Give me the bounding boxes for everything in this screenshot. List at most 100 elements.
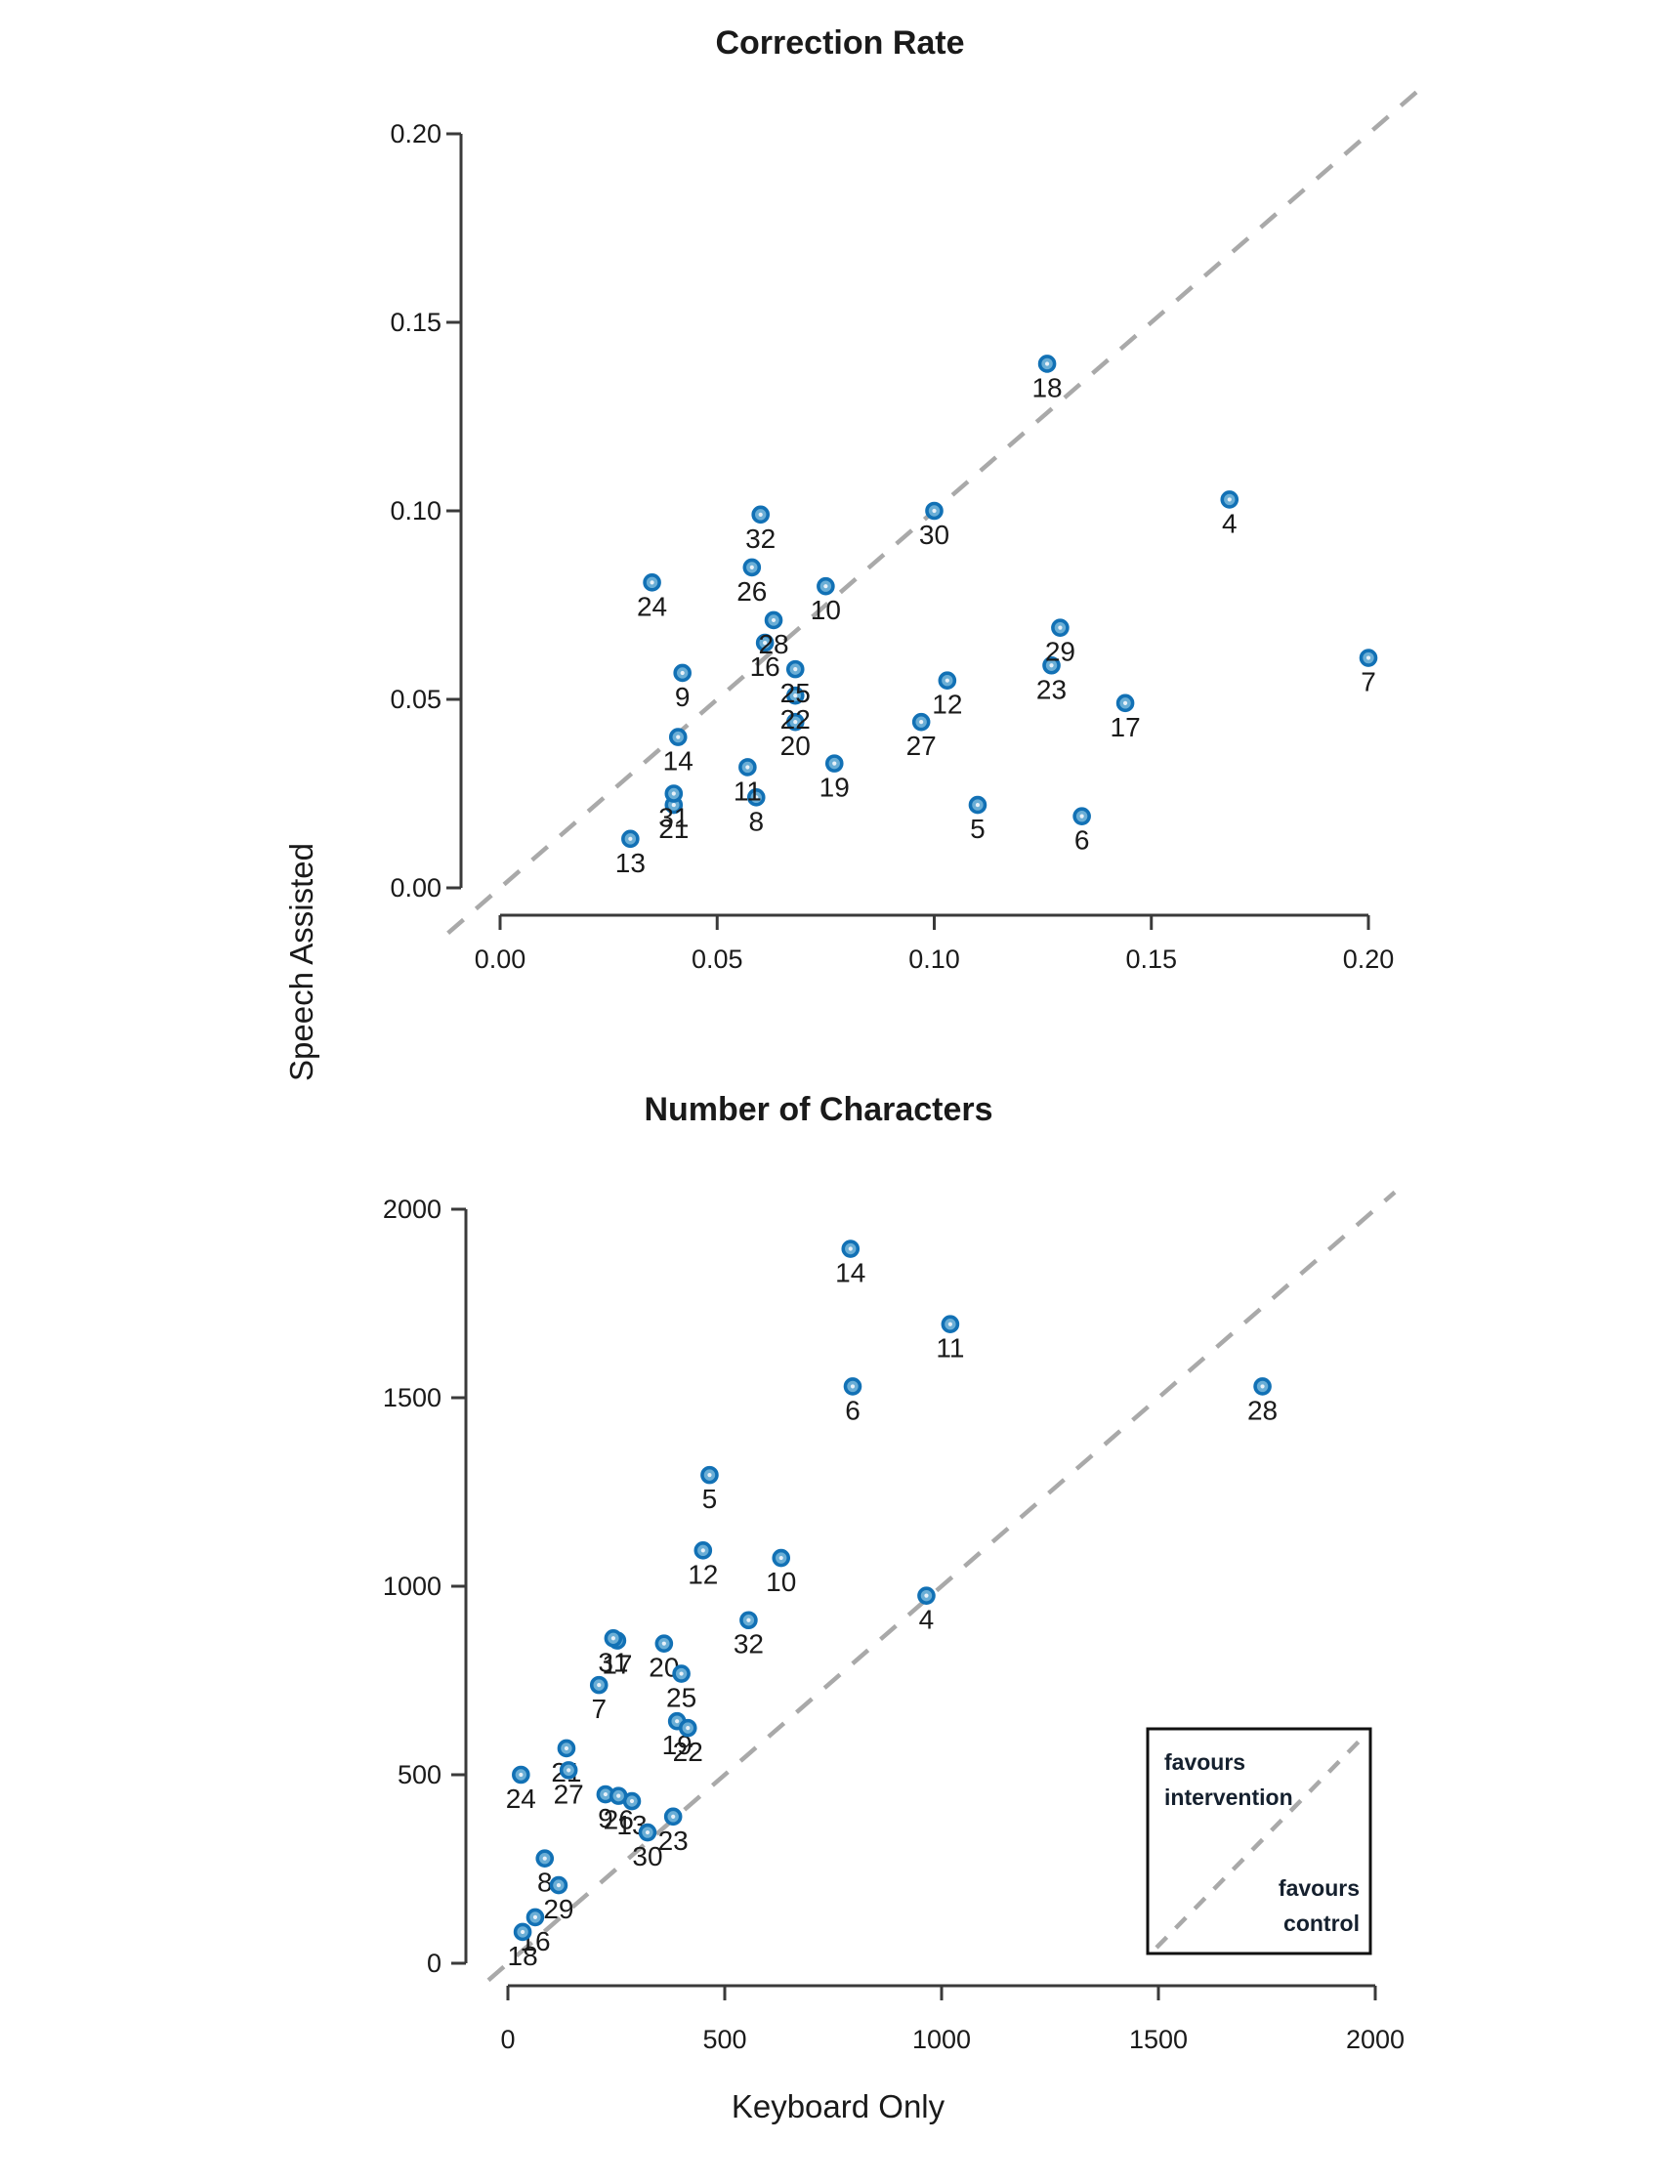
data-point-core — [686, 1726, 691, 1731]
point-label-12: 12 — [932, 690, 962, 720]
data-point-core — [745, 765, 750, 770]
data-point-core — [645, 1829, 651, 1835]
y-tick-label: 0 — [427, 1949, 441, 1978]
data-point-core — [679, 1671, 684, 1676]
data-point-core — [793, 667, 798, 672]
point-label-13: 13 — [615, 848, 646, 878]
point-label-8: 8 — [748, 806, 764, 836]
y-tick-label: 0.10 — [390, 496, 441, 525]
y-tick-label: 1000 — [383, 1572, 441, 1601]
data-point-core — [793, 693, 798, 698]
x-tick-label: 0.00 — [475, 945, 526, 974]
point-label-23: 23 — [1036, 674, 1067, 704]
point-label-28: 28 — [1247, 1395, 1278, 1425]
data-point-core — [848, 1246, 853, 1251]
point-label-22: 22 — [780, 704, 811, 735]
point-label-4: 4 — [1222, 508, 1238, 538]
data-point-core — [754, 795, 759, 800]
y-axis-label: Speech Assisted — [283, 843, 319, 1081]
data-point-core — [532, 1914, 538, 1920]
data-point-core — [661, 1641, 666, 1646]
data-point-core — [567, 1768, 571, 1773]
point-label-12: 12 — [688, 1559, 718, 1589]
point-label-5: 5 — [970, 814, 986, 844]
data-point-core — [919, 720, 924, 725]
data-point-core — [671, 791, 676, 796]
point-label-14: 14 — [835, 1258, 865, 1288]
y-tick-label: 0.00 — [390, 873, 441, 903]
data-point-core — [746, 1617, 751, 1622]
point-label-27: 27 — [906, 731, 937, 761]
data-point-core — [1079, 814, 1084, 819]
point-label-26: 26 — [604, 1805, 634, 1835]
data-point-core — [975, 802, 981, 808]
point-label-26: 26 — [736, 576, 767, 607]
data-point-core — [603, 1791, 609, 1797]
point-label-20: 20 — [780, 731, 811, 761]
y-tick-label: 1500 — [383, 1383, 441, 1412]
y-tick-label: 2000 — [383, 1195, 441, 1224]
plot1-title: Correction Rate — [715, 24, 964, 62]
data-point-core — [758, 512, 763, 517]
data-point-core — [680, 670, 685, 676]
data-point-core — [1044, 361, 1050, 366]
data-point-core — [1365, 655, 1371, 660]
data-point-core — [520, 1929, 525, 1935]
data-point-core — [629, 1798, 635, 1804]
point-label-5: 5 — [702, 1484, 718, 1514]
x-tick-label: 1500 — [1129, 2025, 1188, 2054]
data-point-core — [597, 1683, 602, 1688]
point-label-30: 30 — [632, 1841, 662, 1871]
point-label-22: 22 — [673, 1737, 703, 1767]
point-label-18: 18 — [508, 1941, 538, 1971]
data-point-core — [1049, 663, 1054, 668]
point-label-16: 16 — [750, 651, 780, 682]
x-tick-label: 0.05 — [692, 945, 743, 974]
data-point-core — [707, 1473, 712, 1478]
data-point-core — [793, 720, 798, 725]
data-point-core — [823, 584, 828, 589]
point-label-25: 25 — [666, 1683, 696, 1713]
point-label-6: 6 — [845, 1395, 861, 1425]
identity-line — [486, 1190, 1397, 1983]
legend-favours-control-line1: favours — [1279, 1875, 1360, 1901]
point-label-7: 7 — [591, 1694, 607, 1724]
point-label-24: 24 — [506, 1784, 536, 1814]
point-label-11: 11 — [936, 1333, 964, 1364]
x-tick-label: 0 — [500, 2025, 515, 2054]
legend-box: favours intervention favours control — [1146, 1727, 1372, 1955]
x-axis-label: Keyboard Only — [732, 2088, 945, 2124]
number-of-characters-plot: 0 500 1000 1500 2000 0 500 1000 1500 2000 4 5 6 7 8 9 10… — [383, 1190, 1405, 2054]
data-point-core — [763, 641, 768, 646]
point-label-24: 24 — [637, 591, 667, 621]
data-point-core — [650, 580, 654, 585]
data-point-core — [628, 836, 633, 841]
point-label-17: 17 — [602, 1650, 632, 1680]
x-tick-label: 0.10 — [908, 945, 960, 974]
point-label-9: 9 — [675, 682, 691, 712]
point-label-18: 18 — [1031, 372, 1062, 402]
data-point-core — [700, 1548, 705, 1553]
data-point-core — [564, 1745, 569, 1751]
point-label-21: 21 — [658, 814, 689, 844]
legend-favours-control-line2: control — [1283, 1911, 1360, 1936]
point-label-4: 4 — [919, 1605, 935, 1635]
point-label-29: 29 — [1045, 637, 1075, 667]
point-label-9: 9 — [598, 1803, 613, 1833]
point-label-6: 6 — [1074, 825, 1090, 856]
y-tick-label: 0.20 — [390, 119, 441, 148]
point-label-30: 30 — [919, 520, 949, 550]
x-tick-label: 500 — [702, 2025, 746, 2054]
data-point-core — [1227, 497, 1232, 502]
data-point-core — [675, 1719, 680, 1724]
x-tick-label: 0.15 — [1125, 945, 1177, 974]
point-label-29: 29 — [543, 1894, 573, 1924]
point-label-19: 19 — [819, 773, 850, 803]
x-tick-label: 1000 — [912, 2025, 971, 2054]
data-point-core — [771, 617, 777, 623]
data-point-core — [749, 565, 754, 570]
data-point-core — [616, 1793, 621, 1798]
data-point-core — [556, 1882, 562, 1888]
